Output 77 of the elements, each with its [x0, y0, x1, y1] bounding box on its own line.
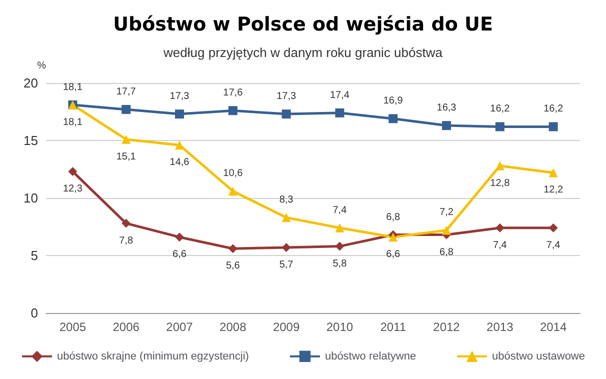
- x-tick-label: 2011: [380, 320, 406, 334]
- data-label: 16,3: [436, 102, 457, 114]
- data-label: 18,1: [62, 116, 83, 128]
- data-label: 17,4: [330, 90, 350, 101]
- point: [335, 108, 344, 118]
- x-tick-label: 2014: [540, 320, 567, 334]
- data-label: 16,2: [544, 104, 564, 115]
- data-label: 6,6: [172, 249, 187, 260]
- point: [548, 122, 558, 132]
- point: [548, 168, 558, 178]
- data-label: 7,8: [119, 235, 134, 246]
- y-axis-title: %: [37, 60, 46, 72]
- data-label: 17,3: [276, 91, 296, 102]
- data-label: 18,1: [62, 82, 83, 93]
- point: [282, 213, 291, 222]
- data-label: 7,4: [492, 240, 508, 251]
- point: [175, 140, 184, 150]
- y-tick-label: 15: [24, 133, 38, 148]
- y-tick-label: 0: [30, 306, 38, 320]
- data-label: 5,8: [332, 258, 348, 270]
- x-tick-label: 2012: [433, 320, 460, 334]
- data-label: 5,6: [226, 260, 240, 272]
- y-tick-label: 20: [24, 76, 38, 90]
- point: [122, 218, 131, 228]
- data-label: 7,4: [546, 240, 561, 251]
- point: [495, 122, 504, 132]
- point: [335, 223, 344, 232]
- x-tick-label: 2013: [486, 320, 514, 334]
- x-tick-label: 2009: [272, 320, 300, 334]
- y-tick-label: 10: [24, 190, 38, 206]
- data-label: 17,6: [223, 88, 244, 99]
- x-tick-label: 2005: [59, 320, 86, 334]
- point: [495, 223, 504, 232]
- legend-label: ubóstwo ustawowe: [492, 350, 586, 362]
- data-label: 17,7: [116, 86, 136, 98]
- data-label: 16,2: [490, 104, 510, 115]
- data-label: 16,9: [383, 96, 404, 107]
- chart-subtitle: według przyjętych w danym roku granic ubóstwa: [162, 45, 444, 60]
- data-label: 6,8: [386, 212, 400, 223]
- data-label: 17,3: [170, 91, 190, 102]
- point: [228, 106, 238, 116]
- data-label: 12,2: [544, 184, 564, 196]
- data-label: 7,4: [332, 204, 348, 216]
- y-tick-label: 5: [30, 248, 38, 263]
- data-label: 6,8: [440, 246, 454, 258]
- point: [68, 167, 78, 176]
- point: [495, 161, 504, 170]
- point: [175, 110, 184, 119]
- point: [388, 232, 398, 242]
- data-label: 6,6: [386, 249, 400, 260]
- data-label: 8,3: [279, 194, 294, 206]
- chart-title: Ubóstwo w Polsce od wejścia do UE: [113, 14, 493, 36]
- data-label: 14,6: [170, 157, 190, 168]
- point: [282, 110, 291, 119]
- x-tick-label: 2010: [326, 320, 354, 334]
- x-tick-label: 2007: [166, 320, 194, 334]
- point: [548, 223, 558, 232]
- x-tick-label: 2006: [112, 320, 140, 334]
- data-label: 5,7: [279, 259, 294, 270]
- point: [282, 242, 291, 252]
- legend-label: ubóstwo skrajne (minimum egzystencji): [57, 350, 249, 362]
- data-label: 7,2: [440, 207, 454, 218]
- point: [335, 242, 344, 251]
- data-label: 15,1: [116, 151, 136, 162]
- point: [175, 232, 184, 242]
- point: [442, 226, 451, 235]
- data-label: 10,6: [223, 168, 244, 180]
- point: [388, 114, 398, 124]
- point: [122, 134, 131, 144]
- point: [442, 121, 451, 130]
- data-label: 12,8: [490, 178, 510, 189]
- point: [122, 104, 131, 114]
- x-tick-label: 2008: [220, 320, 247, 334]
- data-label: 12,3: [62, 184, 83, 195]
- legend-label: ubóstwo relatywne: [324, 350, 416, 362]
- point: [228, 244, 238, 254]
- point: [228, 186, 238, 196]
